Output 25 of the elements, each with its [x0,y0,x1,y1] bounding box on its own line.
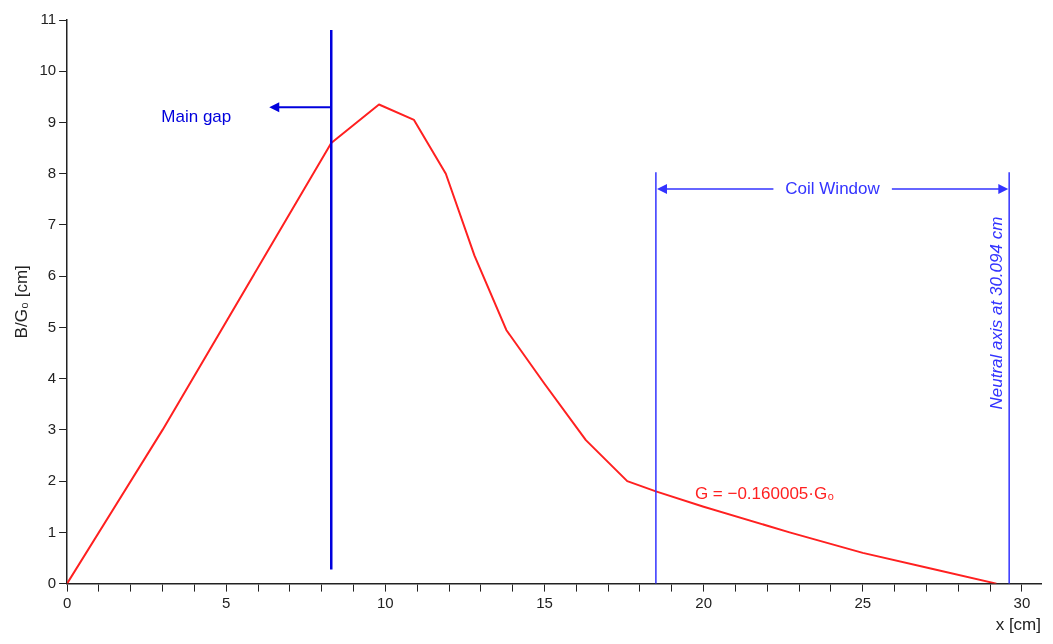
y-tick-label: 8 [47,163,57,181]
series-label: G = −0.160005·G₀ [694,483,835,503]
y-tick-label: 1 [47,522,57,540]
x-axis-title: x [cm] [995,615,1041,635]
y-tick-label: 5 [47,317,57,335]
y-tick-label: 3 [47,420,57,438]
y-axis-title: B/G₀ [cm] [11,265,31,339]
x-tick-label: 30 [1013,593,1031,611]
y-tick-label: 11 [40,10,57,28]
ref-line-label: Main gap [161,107,232,127]
x-tick-label: 25 [854,593,872,611]
y-tick-label: 0 [47,573,57,591]
y-tick-label: 4 [47,368,57,386]
x-tick-label: 10 [377,593,394,611]
x-tick-label: 5 [222,593,231,611]
y-tick-label: 2 [47,471,57,489]
y-tick-label: 6 [47,266,57,284]
y-tick-label: 9 [47,112,57,130]
x-tick-label: 20 [695,593,712,611]
y-tick-label: 10 [39,61,57,79]
y-tick-label: 7 [47,215,57,233]
x-tick-label: 0 [62,593,72,611]
ref-line-label: Neutral axis at 30.094 cm [986,216,1006,410]
annotation: Coil Window [785,178,881,198]
x-tick-label: 15 [536,593,553,611]
